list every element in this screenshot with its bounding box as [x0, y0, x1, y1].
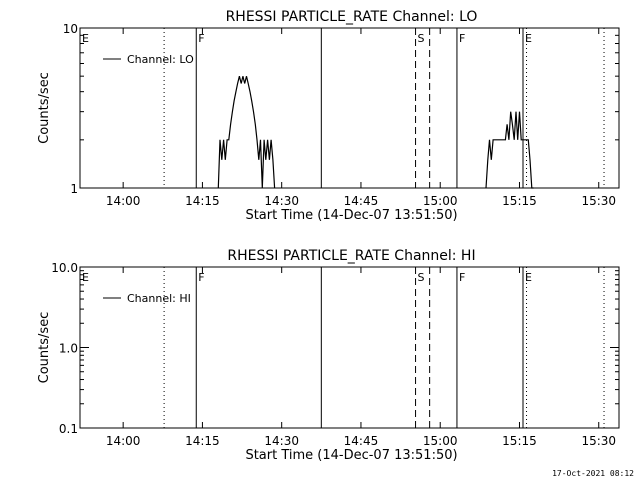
footer-timestamp: 17-Oct-2021 08:12	[552, 469, 634, 478]
x-tick-label: 15:15	[502, 434, 537, 448]
x-tick-label: 15:00	[423, 434, 458, 448]
y-axis-label: Counts/sec	[37, 72, 52, 144]
plot-frame	[79, 27, 620, 189]
panel-hi: RHESSI PARTICLE_RATE Channel: HI E F S F E 14:…	[37, 248, 620, 463]
event-marker-label: F	[198, 32, 204, 45]
y-axis-label: Counts/sec	[37, 312, 52, 384]
event-marker-label: E	[82, 32, 89, 45]
y-tick-label: 10.0	[51, 261, 78, 275]
series-line	[217, 76, 276, 189]
x-axis-label: Start Time (14-Dec-07 13:51:50)	[245, 448, 457, 463]
chart-title: RHESSI PARTICLE_RATE Channel: HI	[227, 248, 475, 264]
x-tick-label: 14:15	[185, 194, 220, 208]
event-marker-label: E	[525, 271, 532, 284]
y-tick-label: 10	[63, 22, 78, 36]
x-tick-label: 14:30	[264, 194, 299, 208]
y-tick-label: 1.0	[59, 342, 78, 356]
x-tick-label: 14:00	[106, 194, 141, 208]
event-marker-label: F	[198, 271, 204, 284]
event-marker-label: F	[459, 32, 465, 45]
legend-entry: Channel: LO	[127, 53, 194, 66]
x-tick-label: 15:00	[423, 194, 458, 208]
x-tick-label: 15:15	[502, 194, 537, 208]
y-tick-label: 1	[70, 182, 78, 196]
event-marker-label: E	[82, 271, 89, 284]
event-marker-label: F	[459, 271, 465, 284]
legend-entry: Channel: HI	[127, 292, 191, 305]
chart-title: RHESSI PARTICLE_RATE Channel: LO	[226, 9, 478, 25]
x-tick-label: 14:45	[344, 434, 379, 448]
x-tick-label: 14:15	[185, 434, 220, 448]
panel-lo: RHESSI PARTICLE_RATE Channel: LO E F S F E 14:…	[37, 9, 620, 223]
event-marker-label: S	[418, 32, 425, 45]
x-tick-label: 15:30	[581, 434, 616, 448]
event-marker-label: S	[418, 271, 425, 284]
event-marker-label: E	[525, 32, 532, 45]
x-tick-label: 14:00	[106, 434, 141, 448]
x-tick-label: 14:30	[264, 434, 299, 448]
series-line	[485, 111, 534, 189]
x-axis-label: Start Time (14-Dec-07 13:51:50)	[245, 208, 457, 223]
x-tick-label: 14:45	[344, 194, 379, 208]
y-tick-label: 0.1	[59, 422, 78, 436]
x-tick-label: 15:30	[581, 194, 616, 208]
